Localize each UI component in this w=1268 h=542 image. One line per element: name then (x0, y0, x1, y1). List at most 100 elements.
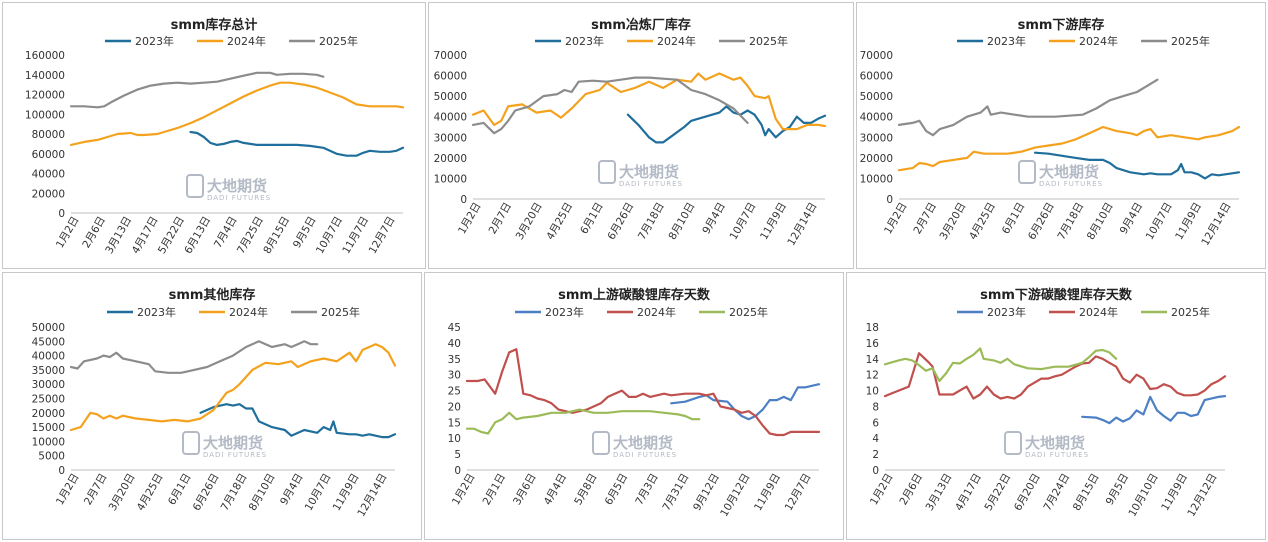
series-line-2024年 (465, 348, 821, 437)
x-tick-label: 9月4日 (1118, 201, 1146, 237)
x-tick-label: 6月20日 (1012, 472, 1043, 514)
y-tick-label: 70000 (434, 50, 467, 62)
x-tick-label: 6月26日 (605, 201, 636, 243)
x-tick-label: 10月7日 (1144, 201, 1175, 243)
y-tick-label: 10000 (32, 436, 65, 448)
chart-title: smm上游碳酸锂库存天数 (558, 287, 711, 303)
x-tick-label: 2月7日 (487, 201, 515, 237)
y-tick-label: 20000 (32, 188, 65, 200)
y-tick-label: 140000 (25, 70, 65, 82)
legend-label: 2023年 (135, 34, 174, 48)
series-line-2023年 (1081, 395, 1227, 425)
watermark-en: DADI FUTURES (613, 451, 677, 459)
y-tick-label: 10000 (434, 173, 467, 185)
watermark-cn: 大地期货 (1025, 434, 1085, 452)
chart-panel-upstream-days: smm上游碳酸锂库存天数 2023年 2024年 2025年 0 5 10 15 20 25 30 3… (424, 272, 844, 540)
x-tick-label: 11月9日 (758, 201, 789, 243)
y-tick-label: 10 (448, 433, 461, 445)
series-line-2024年 (897, 125, 1241, 172)
y-tick-label: 60000 (434, 71, 467, 83)
watermark-cn: 大地期货 (1039, 163, 1099, 181)
y-tick-label: 20 (448, 401, 461, 413)
series-line-2023年 (199, 403, 397, 439)
y-tick-label: 15000 (32, 422, 65, 434)
y-tick-label: 14 (866, 354, 880, 366)
y-tick-label: 16 (866, 338, 880, 350)
y-tick-label: 20000 (860, 153, 893, 165)
y-tick-label: 60000 (860, 71, 893, 83)
watermark-icon (182, 431, 200, 455)
chart-title: smm冶炼厂库存 (591, 17, 691, 33)
series-line-2023年 (626, 105, 827, 144)
chart-title: smm下游库存 (1018, 17, 1105, 33)
watermark-en: DADI FUTURES (203, 451, 267, 459)
legend-label: 2024年 (1079, 34, 1118, 48)
watermark-icon (598, 160, 616, 184)
x-tick-label: 7月4日 (212, 215, 240, 251)
x-tick-label: 11月9日 (1159, 472, 1190, 514)
x-tick-label: 6月1日 (166, 472, 194, 508)
legend-label: 2023年 (545, 305, 584, 319)
chart-panel-smelter: smm冶炼厂库存 2023年 2024年 2025年 0 10000 20000 30000 4… (428, 2, 854, 269)
x-tick-label: 12月7日 (783, 472, 814, 514)
watermark-en: DADI FUTURES (207, 194, 271, 202)
legend-label: 2025年 (1171, 305, 1210, 319)
chart-panel-total: smm库存总计 2023年 2024年 2025年 0 20000 40000 60000 80… (2, 2, 426, 269)
x-tick-label: 3月20日 (938, 201, 969, 243)
y-tick-label: 15 (448, 417, 461, 429)
legend-label: 2025年 (321, 305, 360, 319)
x-tick-label: 3月6日 (511, 472, 539, 508)
legend-label: 2025年 (319, 34, 358, 48)
x-tick-label: 3月20日 (107, 472, 138, 514)
y-tick-label: 120000 (25, 90, 65, 102)
legend-label: 2023年 (987, 305, 1026, 319)
watermark-en: DADI FUTURES (619, 180, 683, 188)
y-tick-label: 45000 (32, 336, 65, 348)
chart-svg-other: smm其他库存 2023年 2024年 2025年 0 5000 10000 15000 200… (32, 287, 397, 519)
x-tick-label: 7月24日 (1041, 472, 1072, 514)
x-tick-label: 2月7日 (82, 472, 110, 508)
x-tick-label: 6月26日 (1026, 201, 1057, 243)
watermark-icon (186, 174, 204, 198)
watermark-en: DADI FUTURES (1039, 180, 1103, 188)
chart-panel-other: smm其他库存 2023年 2024年 2025年 0 5000 10000 15000 200… (2, 272, 422, 540)
legend-label: 2024年 (227, 34, 266, 48)
x-tick-label: 9月5日 (1104, 472, 1132, 508)
chart-svg-downstream-days: smm下游碳酸锂库存天数 2023年 2024年 2025年 0 2 4 6 8 10 12 14 16… (866, 287, 1227, 519)
series-line-2023年 (1033, 151, 1241, 180)
x-tick-label: 10月7日 (728, 201, 759, 243)
watermark-cn: 大地期货 (619, 163, 679, 181)
series-line-2025年 (465, 408, 701, 435)
x-tick-label: 10月10日 (1126, 472, 1160, 519)
series-line-2025年 (69, 71, 325, 109)
legend-label: 2024年 (1079, 305, 1118, 319)
y-tick-label: 20000 (434, 153, 467, 165)
x-tick-label: 2月1日 (481, 472, 509, 508)
x-tick-label: 9月4日 (278, 472, 306, 508)
x-tick-label: 4月25日 (135, 472, 166, 514)
series-line-2025年 (897, 78, 1159, 137)
y-tick-label: 10000 (860, 173, 893, 185)
legend-label: 2023年 (565, 34, 604, 48)
y-tick-label: 100000 (25, 109, 65, 121)
y-tick-label: 0 (58, 465, 65, 477)
x-tick-label: 3月13日 (924, 472, 955, 514)
x-tick-label: 7月18日 (636, 200, 667, 242)
y-tick-label: 5000 (38, 451, 65, 463)
y-tick-label: 0 (454, 465, 461, 477)
x-tick-label: 4月17日 (953, 472, 984, 514)
y-tick-label: 30000 (860, 132, 893, 144)
series-line-2025年 (883, 347, 1118, 383)
y-tick-label: 0 (886, 194, 893, 206)
y-tick-label: 6 (872, 417, 879, 429)
y-tick-label: 5 (454, 449, 461, 461)
y-tick-label: 0 (872, 465, 879, 477)
watermark-icon (1018, 160, 1036, 184)
x-tick-label: 4月4日 (542, 472, 570, 508)
